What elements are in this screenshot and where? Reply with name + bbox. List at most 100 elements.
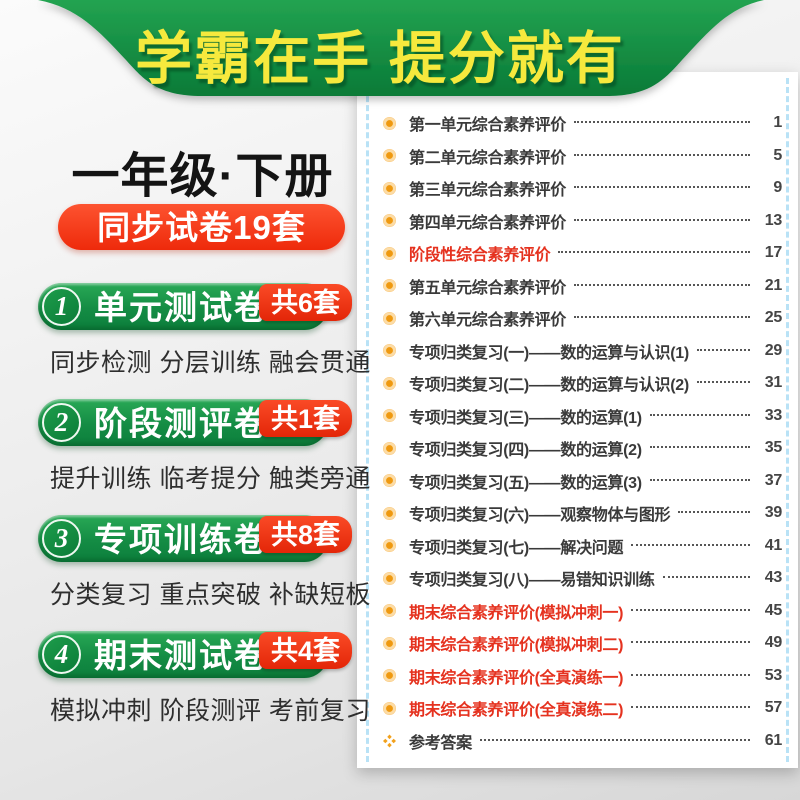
toc-label: 专项归类复习(八)——易错知识训练 (409, 572, 655, 590)
answers-diamond-icon (383, 734, 396, 748)
toc-label: 阶段性综合素养评价 (409, 247, 551, 265)
toc-leader (696, 348, 750, 351)
toc-leader (662, 576, 750, 579)
toc-row: 第五单元综合素养评价 21 (383, 275, 782, 297)
bullet-circle-icon (383, 279, 396, 293)
toc-leader (631, 641, 750, 644)
grade-title: 一年级·下册 (71, 150, 334, 203)
bullet-circle-icon (383, 376, 396, 390)
toc-leader (649, 478, 750, 481)
toc-row: 专项归类复习(四)——数的运算(2) 35 (383, 437, 782, 459)
toc-row: 参考答案 61 (383, 730, 782, 752)
toc-leader (631, 608, 750, 611)
toc-page-number: 17 (764, 244, 783, 262)
toc-row: 第三单元综合素养评价 9 (383, 177, 782, 199)
toc-label: 第六单元综合素养评价 (409, 312, 567, 330)
bullet-circle-icon (383, 246, 396, 260)
toc-label: 期末综合素养评价(模拟冲刺一) (409, 604, 624, 622)
toc-leader (649, 413, 750, 416)
bullet-circle-icon (383, 506, 396, 520)
toc-row: 专项归类复习(三)——数的运算(1) 33 (383, 405, 782, 427)
toc-label: 第二单元综合素养评价 (409, 149, 567, 167)
toc-page-number: 29 (764, 341, 783, 359)
item-count-tag: 共6套 (258, 284, 352, 321)
toc-page-number: 43 (764, 569, 783, 587)
sync-papers-badge: 同步试卷19套 (58, 204, 345, 250)
bullet-circle-icon (383, 571, 396, 585)
toc-leader (678, 511, 750, 514)
toc-label: 第三单元综合素养评价 (409, 182, 567, 200)
item-pill: 1 单元测试卷 共6套 (38, 283, 352, 330)
toc-label: 专项归类复习(六)——观察物体与图形 (409, 507, 671, 525)
toc-label: 期末综合素养评价(模拟冲刺二) (409, 637, 624, 655)
toc-row: 第一单元综合素养评价 1 (383, 112, 782, 134)
toc-leader (696, 381, 750, 384)
toc-row: 第四单元综合素养评价 13 (383, 210, 782, 232)
toc-leader (649, 446, 750, 449)
item-count-tag: 共8套 (258, 516, 352, 553)
toc-page-number: 41 (764, 536, 783, 554)
item-number-circle: 1 (42, 287, 81, 326)
toc-page-number: 5 (773, 146, 782, 164)
item-description: 同步检测 分层训练 融会贯通 (50, 349, 371, 377)
toc-leader (574, 218, 750, 221)
item-number-circle: 4 (42, 635, 81, 674)
item-number-circle: 2 (42, 403, 81, 442)
toc-label: 期末综合素养评价(全真演练二) (409, 702, 624, 720)
toc-leader (574, 316, 750, 319)
toc-page: 第一单元综合素养评价 1 第二单元综合素养评价 5 第三单元综合素养评价 9 第四单元… (357, 72, 798, 768)
toc-row: 期末综合素养评价(全真演练一) 53 (383, 665, 782, 687)
dashed-margin-line-left (366, 78, 369, 762)
item-description: 提升训练 临考提分 触类旁通 (50, 465, 371, 493)
toc-label: 专项归类复习(七)——解决问题 (409, 539, 624, 557)
toc-page-number: 31 (764, 374, 783, 392)
toc-row: 专项归类复习(五)——数的运算(3) 37 (383, 470, 782, 492)
toc-row: 专项归类复习(一)——数的运算与认识(1) 29 (383, 340, 782, 362)
toc-page-number: 9 (773, 179, 782, 197)
toc-leader (631, 706, 750, 709)
feature-item-1: 1 单元测试卷 共6套 同步检测 分层训练 融会贯通 (38, 283, 370, 388)
toc-page-number: 1 (773, 114, 782, 131)
toc-page-number: 39 (764, 504, 783, 522)
dashed-margin-line-right (786, 78, 789, 762)
toc-row: 专项归类复习(二)——数的运算与认识(2) 31 (383, 372, 782, 394)
toc-leader (558, 251, 750, 254)
toc-page-number: 13 (764, 211, 783, 229)
bullet-circle-icon (383, 539, 396, 553)
toc-label: 期末综合素养评价(全真演练一) (409, 669, 624, 687)
toc-label: 第五单元综合素养评价 (409, 279, 567, 297)
item-pill: 3 专项训练卷 共8套 (38, 515, 352, 562)
item-description: 模拟冲刺 阶段测评 考前复习 (50, 697, 371, 725)
toc-row: 期末综合素养评价(模拟冲刺二) 49 (383, 632, 782, 654)
toc-row: 期末综合素养评价(全真演练二) 57 (383, 697, 782, 719)
toc-row: 期末综合素养评价(模拟冲刺一) 45 (383, 600, 782, 622)
top-banner: 学霸在手 提分就有 (0, 0, 800, 110)
toc-leader (574, 283, 750, 286)
toc-list: 第一单元综合素养评价 1 第二单元综合素养评价 5 第三单元综合素养评价 9 第四单元… (383, 112, 782, 752)
toc-label: 参考答案 (409, 734, 472, 752)
item-name: 期末测试卷 (94, 637, 269, 674)
toc-page-number: 25 (764, 309, 783, 327)
feature-item-3: 3 专项训练卷 共8套 分类复习 重点突破 补缺短板 (38, 515, 370, 620)
toc-page-number: 53 (764, 666, 783, 684)
toc-row: 专项归类复习(七)——解决问题 41 (383, 535, 782, 557)
toc-row: 阶段性综合素养评价 17 (383, 242, 782, 264)
toc-leader (479, 738, 750, 741)
toc-row: 专项归类复习(六)——观察物体与图形 39 (383, 502, 782, 524)
toc-leader (574, 186, 750, 189)
toc-label: 第四单元综合素养评价 (409, 214, 567, 232)
bullet-circle-icon (383, 474, 396, 488)
toc-leader (574, 153, 750, 156)
toc-page-number: 37 (764, 471, 783, 489)
feature-item-4: 4 期末测试卷 共4套 模拟冲刺 阶段测评 考前复习 (38, 631, 370, 736)
bullet-circle-icon (383, 311, 396, 325)
bullet-circle-icon (383, 181, 396, 195)
item-number-circle: 3 (42, 519, 81, 558)
bullet-circle-icon (383, 636, 396, 650)
toc-label: 专项归类复习(三)——数的运算(1) (409, 409, 642, 427)
item-name: 专项训练卷 (94, 521, 269, 558)
bullet-circle-icon (383, 149, 396, 163)
toc-leader (631, 543, 750, 546)
bullet-circle-icon (383, 344, 396, 358)
item-pill: 4 期末测试卷 共4套 (38, 631, 352, 678)
